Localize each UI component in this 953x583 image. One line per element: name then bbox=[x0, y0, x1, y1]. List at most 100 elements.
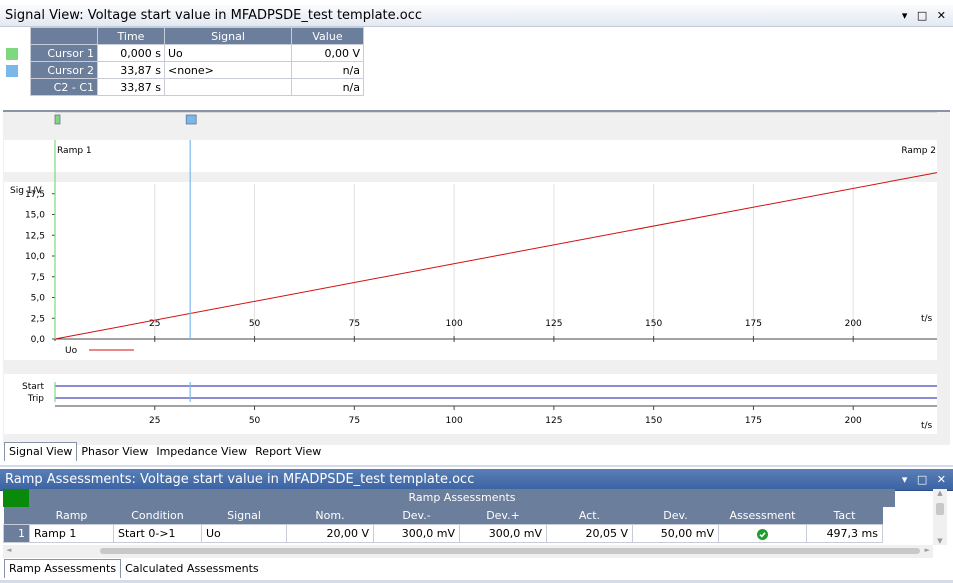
table-row[interactable]: 1 Ramp 1 Start 0->1 Uo 20,00 V 300,0 mV … bbox=[3, 524, 883, 543]
ramp-index-col bbox=[3, 507, 30, 525]
row-index: 1 bbox=[3, 524, 30, 543]
tab-ramp-assessments[interactable]: Ramp Assessments bbox=[4, 559, 122, 578]
ramp-select-all[interactable] bbox=[3, 489, 29, 507]
cursor-time: 0,000 s bbox=[97, 44, 165, 62]
cursor-signal bbox=[164, 78, 292, 96]
cell-dev-minus[interactable]: 300,0 mV bbox=[373, 524, 460, 543]
scroll-thumb[interactable] bbox=[936, 503, 944, 515]
ramp-group-header: Ramp Assessments bbox=[29, 489, 895, 507]
cursor-signal[interactable]: <none> bbox=[164, 61, 292, 79]
cell-assessment bbox=[718, 524, 807, 543]
cursor-signal[interactable]: Uo bbox=[164, 44, 292, 62]
y-tick-label: 15,0 bbox=[25, 211, 45, 221]
binary-tick-label: 175 bbox=[745, 416, 762, 426]
ramp-panel-tabs: Ramp Assessments Calculated Assessments bbox=[4, 559, 263, 578]
y-tick-label: 0,0 bbox=[31, 335, 46, 345]
x-tick-label: 125 bbox=[545, 319, 562, 329]
col-time: Time bbox=[97, 27, 165, 45]
col-condition: Condition bbox=[113, 507, 202, 525]
col-nom: Nom. bbox=[286, 507, 374, 525]
h-scroll-thumb[interactable] bbox=[100, 548, 920, 554]
y-axis-label: Sig 1/V bbox=[10, 186, 43, 196]
cell-condition[interactable]: Start 0->1 bbox=[113, 524, 202, 543]
y-tick-label: 7,5 bbox=[31, 273, 45, 283]
x-tick-label: 150 bbox=[645, 319, 662, 329]
cursor2-swatch bbox=[3, 62, 31, 79]
cell-tact: 497,3 ms bbox=[806, 524, 883, 543]
cursor1-swatch bbox=[3, 45, 31, 62]
col-value: Value bbox=[291, 27, 364, 45]
plot-background bbox=[4, 182, 937, 360]
cursor-value: n/a bbox=[291, 61, 364, 79]
x-tick-label: 175 bbox=[745, 319, 762, 329]
ramp-assessments-title: Ramp Assessments: Voltage start value in… bbox=[5, 472, 475, 487]
scroll-down-icon[interactable]: ▼ bbox=[937, 537, 943, 545]
cursor-handle[interactable] bbox=[185, 114, 197, 125]
cell-dev: 50,00 mV bbox=[632, 524, 719, 543]
cursor-table: Time Signal Value Cursor 1 0,000 s Uo 0,… bbox=[3, 27, 364, 96]
ramp-horizontal-scrollbar[interactable]: ◄ ► bbox=[3, 545, 933, 558]
y-tick-label: 17,5 bbox=[25, 190, 45, 200]
col-ramp: Ramp bbox=[29, 507, 114, 525]
cursor-row[interactable]: Cursor 1 0,000 s Uo 0,00 V bbox=[3, 44, 364, 62]
col-act: Act. bbox=[546, 507, 633, 525]
binary-x-axis-label: t/s bbox=[921, 421, 933, 431]
cell-act: 20,05 V bbox=[546, 524, 633, 543]
cursor-row-label: Cursor 1 bbox=[30, 44, 98, 62]
ramp-strip bbox=[4, 140, 937, 172]
cursor-time: 33,87 s bbox=[97, 61, 165, 79]
ramp-window-controls[interactable]: ▾ □ ✕ bbox=[901, 473, 949, 486]
cursor-value: 0,00 V bbox=[291, 44, 364, 62]
y-tick-label: 2,5 bbox=[31, 314, 45, 324]
ramp-vertical-scrollbar[interactable]: ▲ ▼ bbox=[933, 489, 947, 545]
x-tick-label: 50 bbox=[249, 319, 261, 329]
cursor-row-label: Cursor 2 bbox=[30, 61, 98, 79]
binary-tick-label: 125 bbox=[545, 416, 562, 426]
tab-phasor-view[interactable]: Phasor View bbox=[81, 445, 149, 458]
scroll-right-icon[interactable]: ► bbox=[924, 546, 930, 554]
binary-trip-label: Trip bbox=[27, 394, 44, 404]
col-dev-minus: Dev.- bbox=[373, 507, 460, 525]
tab-report-view[interactable]: Report View bbox=[255, 445, 322, 458]
binary-tick-label: 25 bbox=[149, 416, 160, 426]
binary-tick-label: 150 bbox=[645, 416, 662, 426]
series-line-uo bbox=[54, 172, 938, 340]
tab-calculated-assessments[interactable]: Calculated Assessments bbox=[125, 562, 259, 575]
cursor-row-label: C2 - C1 bbox=[30, 78, 98, 96]
col-tact: Tact bbox=[806, 507, 883, 525]
signal-view-window-controls[interactable]: ▾ □ ✕ bbox=[901, 9, 949, 22]
cursor-row: C2 - C1 33,87 s n/a bbox=[3, 78, 364, 96]
tab-impedance-view[interactable]: Impedance View bbox=[156, 445, 248, 458]
x-tick-label: 200 bbox=[845, 319, 862, 329]
scroll-up-icon[interactable]: ▲ bbox=[937, 489, 943, 497]
x-tick-label: 75 bbox=[349, 319, 360, 329]
y-tick-label: 10,0 bbox=[25, 252, 45, 262]
ramp-2-label: Ramp 2 bbox=[901, 146, 936, 156]
ramp-assessments-titlebar: Ramp Assessments: Voltage start value in… bbox=[0, 469, 953, 491]
col-dev-plus: Dev.+ bbox=[459, 507, 547, 525]
y-tick-label: 5,0 bbox=[31, 294, 46, 304]
col-signal: Signal bbox=[201, 507, 287, 525]
cursor-handle[interactable] bbox=[54, 114, 61, 125]
signal-view-title: Signal View: Voltage start value in MFAD… bbox=[5, 8, 423, 23]
binary-strip bbox=[4, 374, 937, 434]
ramp-table: Ramp Condition Signal Nom. Dev.- Dev.+ A… bbox=[3, 507, 883, 543]
col-dev: Dev. bbox=[632, 507, 719, 525]
binary-tick-label: 75 bbox=[349, 416, 360, 426]
cell-nom[interactable]: 20,00 V bbox=[286, 524, 374, 543]
tab-signal-view[interactable]: Signal View bbox=[4, 442, 78, 461]
passed-check-icon bbox=[757, 528, 768, 540]
ramp-1-label: Ramp 1 bbox=[57, 146, 92, 156]
signal-view-titlebar: Signal View: Voltage start value in MFAD… bbox=[0, 5, 953, 27]
col-signal: Signal bbox=[164, 27, 292, 45]
signal-chart[interactable]: Ramp 1 Ramp 2 Sig 1/V 0,0 2,5 5,0 7,5 10,0 12… bbox=[0, 112, 953, 442]
x-axis-label: t/s bbox=[921, 314, 933, 324]
scroll-left-icon[interactable]: ◄ bbox=[6, 546, 12, 554]
cell-dev-plus[interactable]: 300,0 mV bbox=[459, 524, 547, 543]
diff-swatch bbox=[3, 79, 31, 96]
cursor-row[interactable]: Cursor 2 33,87 s <none> n/a bbox=[3, 61, 364, 79]
cell-signal[interactable]: Uo bbox=[201, 524, 287, 543]
binary-tick-label: 100 bbox=[446, 416, 463, 426]
binary-start-label: Start bbox=[22, 382, 44, 392]
cell-ramp[interactable]: Ramp 1 bbox=[29, 524, 114, 543]
